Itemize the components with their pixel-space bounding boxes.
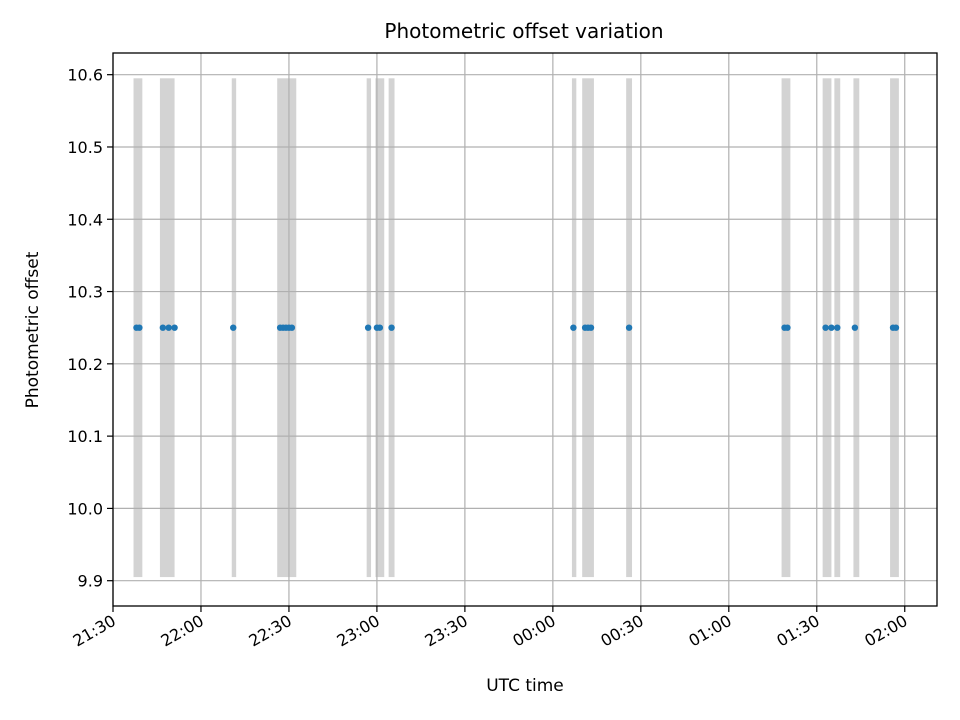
data-point (388, 324, 395, 331)
data-point (159, 324, 167, 331)
data-point (587, 324, 595, 331)
data-point (828, 324, 835, 331)
y-tick-label: 10.2 (67, 355, 103, 374)
y-tick-label: 10.4 (67, 210, 103, 229)
data-point (625, 324, 633, 331)
y-tick-label: 10.6 (67, 66, 103, 85)
data-point (165, 324, 172, 331)
data-point (784, 324, 791, 331)
data-point (822, 324, 829, 331)
data-point (570, 324, 577, 331)
chart-title: Photometric offset variation (384, 19, 663, 43)
y-tick-label: 10.3 (67, 283, 103, 302)
data-point (288, 324, 296, 331)
data-point (851, 324, 859, 331)
data-point (376, 324, 384, 331)
data-point (364, 324, 372, 331)
data-point (230, 324, 237, 331)
data-point (171, 324, 178, 331)
x-axis-label: UTC time (486, 676, 564, 696)
y-tick-label: 10.5 (67, 138, 103, 157)
y-axis-label: Photometric offset (23, 251, 43, 408)
plot-area: 21:30 22:00 22:30 23:00 23:30 00:00 00:30 01:00… (67, 52, 938, 651)
y-tick-label: 9.9 (78, 572, 103, 591)
axes-frame (112, 52, 938, 607)
data-point (834, 324, 841, 331)
y-tick-label: 10.0 (67, 499, 103, 518)
y-tick-label: 10.1 (67, 427, 103, 446)
data-point (892, 324, 900, 331)
data-point (136, 324, 143, 331)
